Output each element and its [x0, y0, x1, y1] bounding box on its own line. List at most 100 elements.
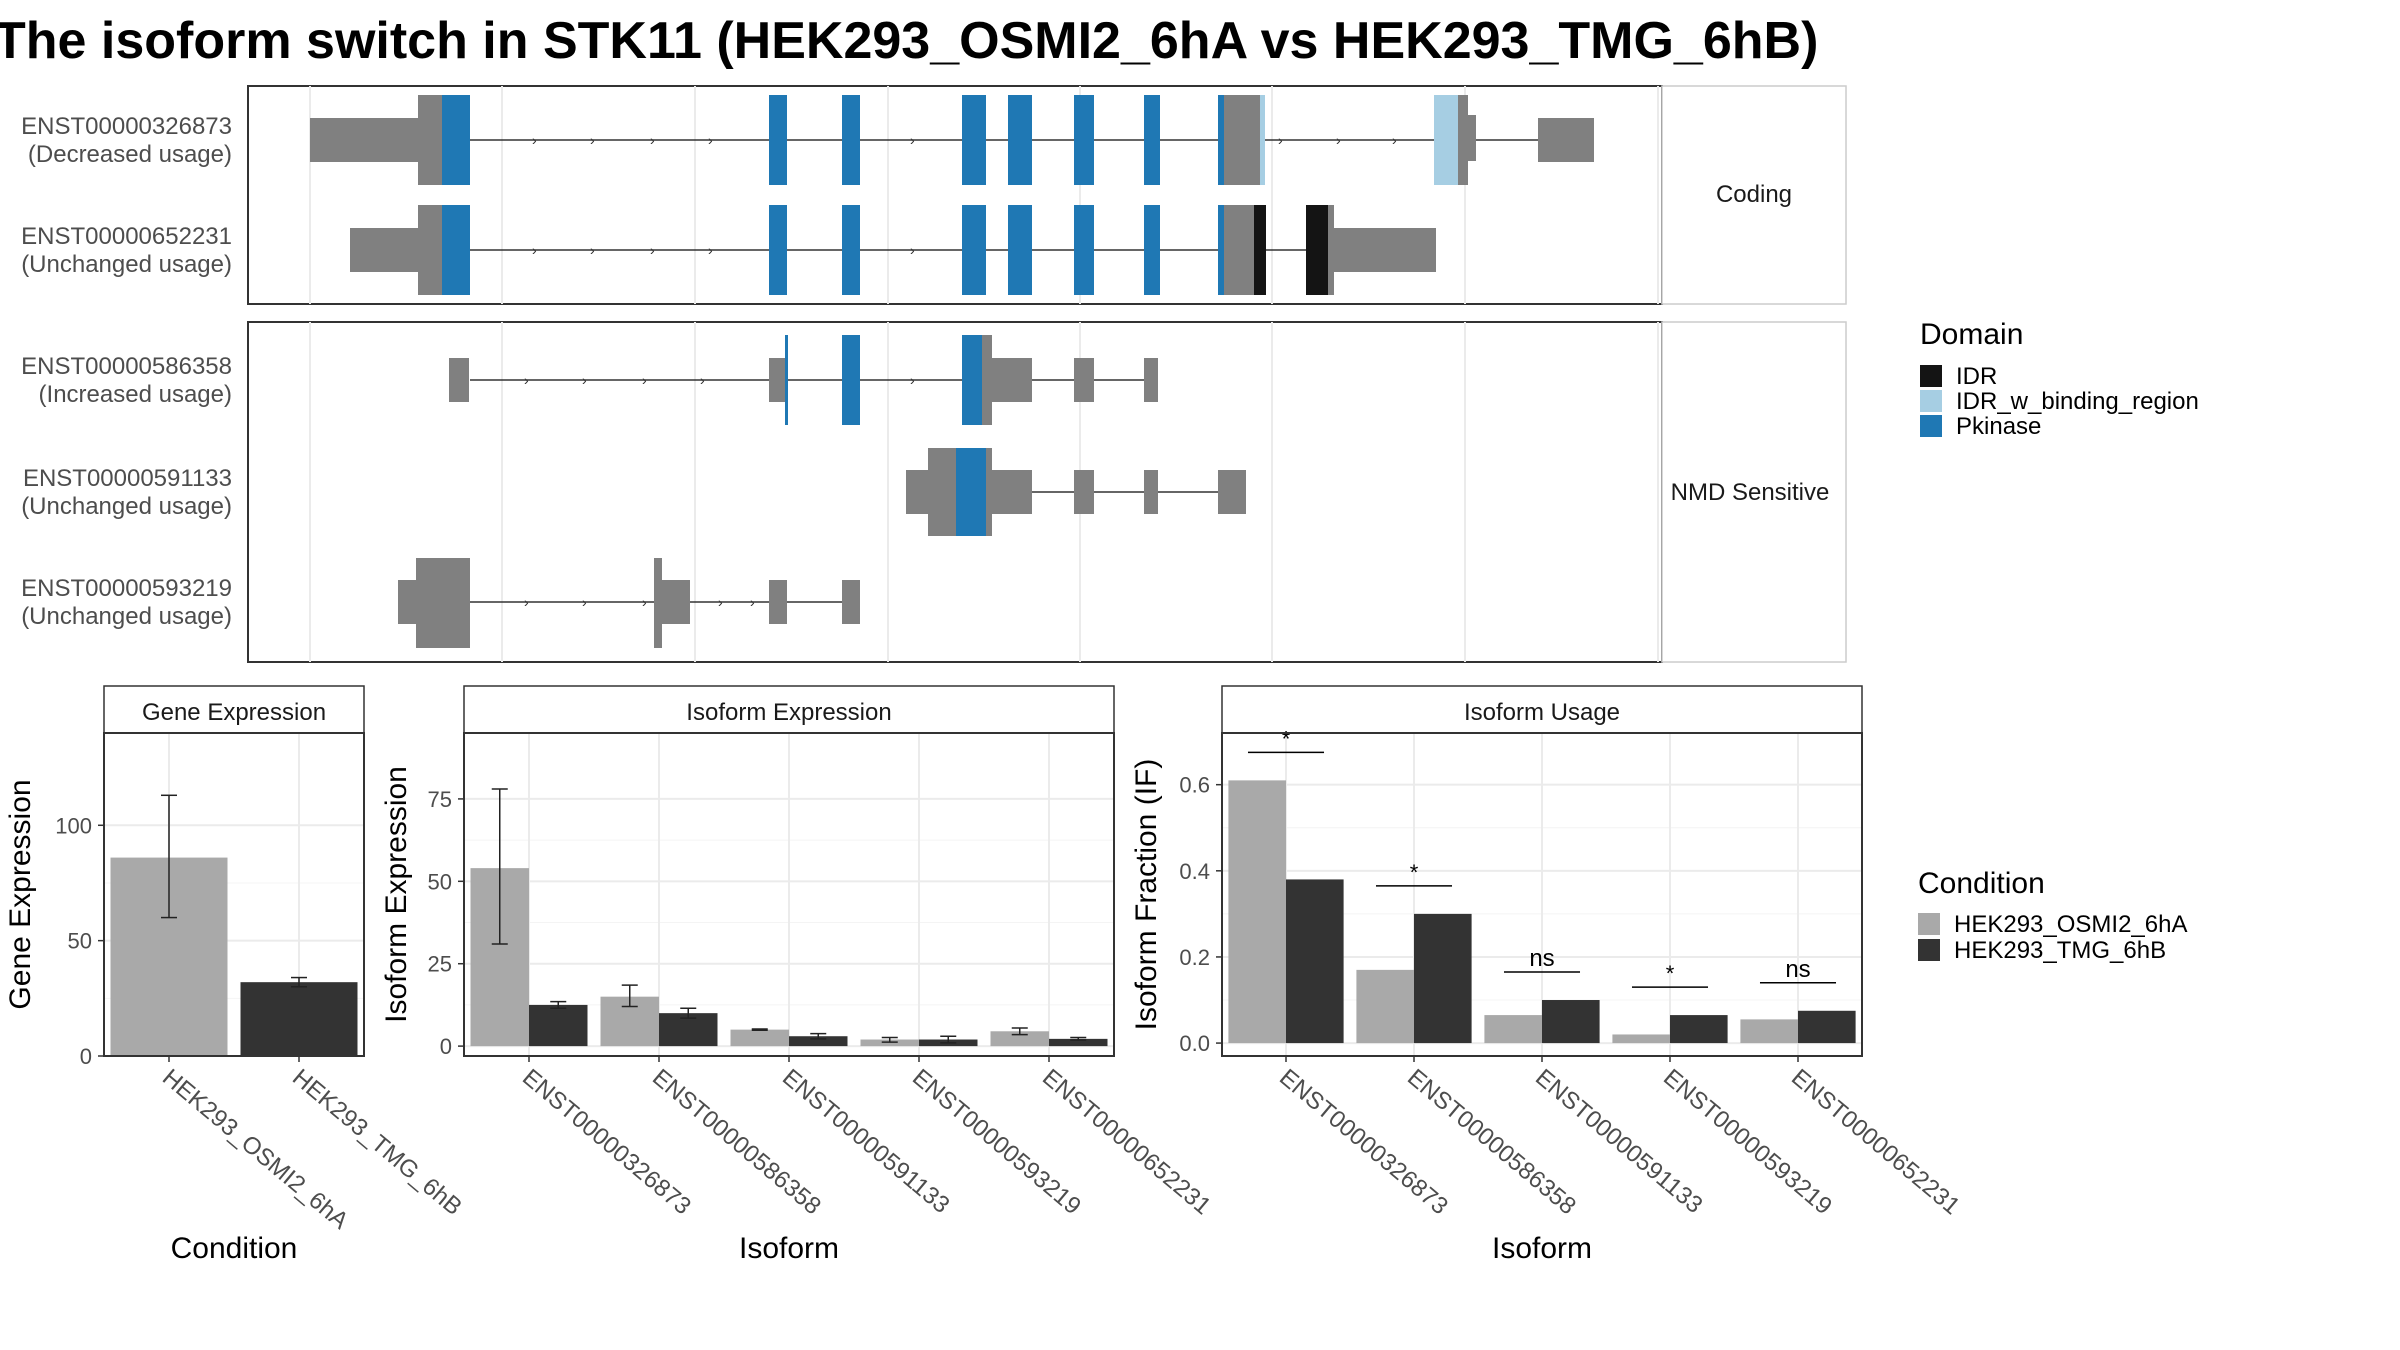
pkinase-domain [442, 95, 470, 185]
domain-legend: Domain IDR IDR_w_binding_region Pkinase [1920, 318, 2199, 440]
pkinase-domain [1144, 95, 1160, 185]
figure-title: The isoform switch in STK11 (HEK293_OSMI… [0, 12, 1818, 70]
pkinase-domain [956, 448, 986, 536]
cds-exon [654, 558, 662, 648]
condition-legend: Condition HEK293_OSMI2_6hA HEK293_TMG_6h… [1918, 867, 2187, 964]
bar [1049, 1038, 1108, 1047]
transcript-ENST00000652231: › › › › › [350, 205, 1436, 295]
bar [1228, 780, 1286, 1044]
utr-exon [310, 118, 418, 162]
bar [1484, 1015, 1542, 1044]
transcript-id-label: ENST00000652231 [21, 223, 232, 250]
bar [1542, 1000, 1600, 1044]
pkinase-domain [842, 335, 860, 425]
transcript-id-label: ENST00000586358 [21, 353, 232, 380]
plot-frame [103, 732, 365, 1057]
cds-exon [1224, 95, 1260, 185]
intron-direction-arrow: › [1336, 132, 1341, 148]
intron-direction-arrow: › [590, 242, 595, 258]
panel-strip [463, 685, 1115, 734]
transcript-ENST00000326873: › › › › › › › › [310, 95, 1594, 185]
cds-exon [1224, 205, 1254, 295]
y-tick-label: 25 [428, 952, 452, 977]
utr-exon [1218, 470, 1246, 514]
structure-panel-coding: › › › › › › › › › [247, 85, 1847, 305]
intron-direction-arrow: › [910, 372, 915, 388]
legend-swatch-idr-binding [1920, 390, 1942, 412]
y-tick-label: 0.4 [1179, 859, 1210, 884]
pkinase-domain [1074, 95, 1094, 185]
utr-exon [906, 470, 928, 514]
utr-exon [662, 580, 690, 624]
significance-label: ns [1529, 945, 1554, 972]
significance-label: * [1282, 726, 1291, 751]
significance-label: ns [1785, 956, 1810, 983]
isoform-expression-chart: Isoform Expression0255075ENST00000326873… [380, 685, 1216, 1265]
utr-exon [992, 470, 1032, 514]
pkinase-domain [962, 95, 986, 185]
utr-exon [769, 358, 785, 402]
intron-direction-arrow: › [910, 132, 915, 148]
pkinase-domain [962, 205, 986, 295]
pkinase-domain [1074, 205, 1094, 295]
y-tick-label: 50 [428, 869, 452, 894]
transcript-usage-label: (Decreased usage) [28, 141, 232, 168]
pkinase-domain [1218, 95, 1224, 185]
bar [990, 1031, 1049, 1047]
panel-title: Gene Expression [142, 699, 326, 726]
gene-expression-chart: Gene Expression050100HEK293_OSMI2_6hAHEK… [4, 685, 467, 1265]
panel-title: Isoform Expression [686, 699, 891, 726]
pkinase-domain [769, 205, 787, 295]
bar [1286, 879, 1344, 1044]
utr-exon [1074, 470, 1094, 514]
cds-exon [928, 448, 956, 536]
utr-exon [398, 580, 416, 624]
intron-direction-arrow: › [650, 242, 655, 258]
legend-label-condition-b: HEK293_TMG_6hB [1954, 937, 2166, 964]
bar [1740, 1019, 1798, 1044]
utr-exon [1144, 470, 1158, 514]
pkinase-domain [1008, 205, 1032, 295]
bar [1798, 1010, 1856, 1044]
pkinase-domain [842, 95, 860, 185]
isoform-usage-chart: Isoform Usage**ns* ns0.00.20.40.6ENST0000… [1130, 685, 1965, 1265]
bar [240, 982, 358, 1056]
cds-exon [1328, 205, 1334, 295]
bar [1356, 969, 1414, 1044]
utr-exon [350, 228, 418, 272]
bar [730, 1029, 789, 1047]
idr-domain [1306, 205, 1328, 295]
strip-label-nmd: NMD Sensitive [1671, 479, 1830, 506]
y-axis-title: Gene Expression [4, 779, 37, 1009]
utr-exon [769, 580, 787, 624]
pkinase-domain [785, 335, 788, 425]
transcript-ENST00000586358: › › › › › [449, 335, 1158, 425]
transcript-id-label: ENST00000593219 [21, 575, 232, 602]
panel-strip [103, 685, 365, 734]
legend-label-idr: IDR [1956, 363, 1997, 390]
nmd-strip [1661, 321, 1847, 663]
coding-strip [1661, 85, 1847, 305]
pkinase-domain [442, 205, 470, 295]
legend-swatch-condition-a [1918, 913, 1940, 935]
legend-swatch-idr [1920, 365, 1942, 387]
intron-direction-arrow: › [642, 594, 647, 610]
panel-strip [1221, 685, 1863, 734]
panel-title: Isoform Usage [1464, 699, 1620, 726]
intron-direction-arrow: › [582, 372, 587, 388]
cds-exon [418, 95, 442, 185]
strip-label-coding: Coding [1716, 181, 1792, 208]
intron-direction-arrow: › [910, 242, 915, 258]
intron-direction-arrow: › [650, 132, 655, 148]
bar [1612, 1034, 1670, 1044]
transcript-ENST00000591133 [906, 448, 1246, 536]
utr-exon [1538, 118, 1594, 162]
intron-direction-arrow: › [582, 594, 587, 610]
condition-legend-title: Condition [1918, 867, 2045, 900]
idr-binding-domain [1260, 95, 1265, 185]
y-tick-label: 0.6 [1179, 773, 1210, 798]
pkinase-domain [1008, 95, 1032, 185]
cds-exon [1458, 95, 1468, 185]
transcript-usage-label: (Increased usage) [39, 381, 232, 408]
